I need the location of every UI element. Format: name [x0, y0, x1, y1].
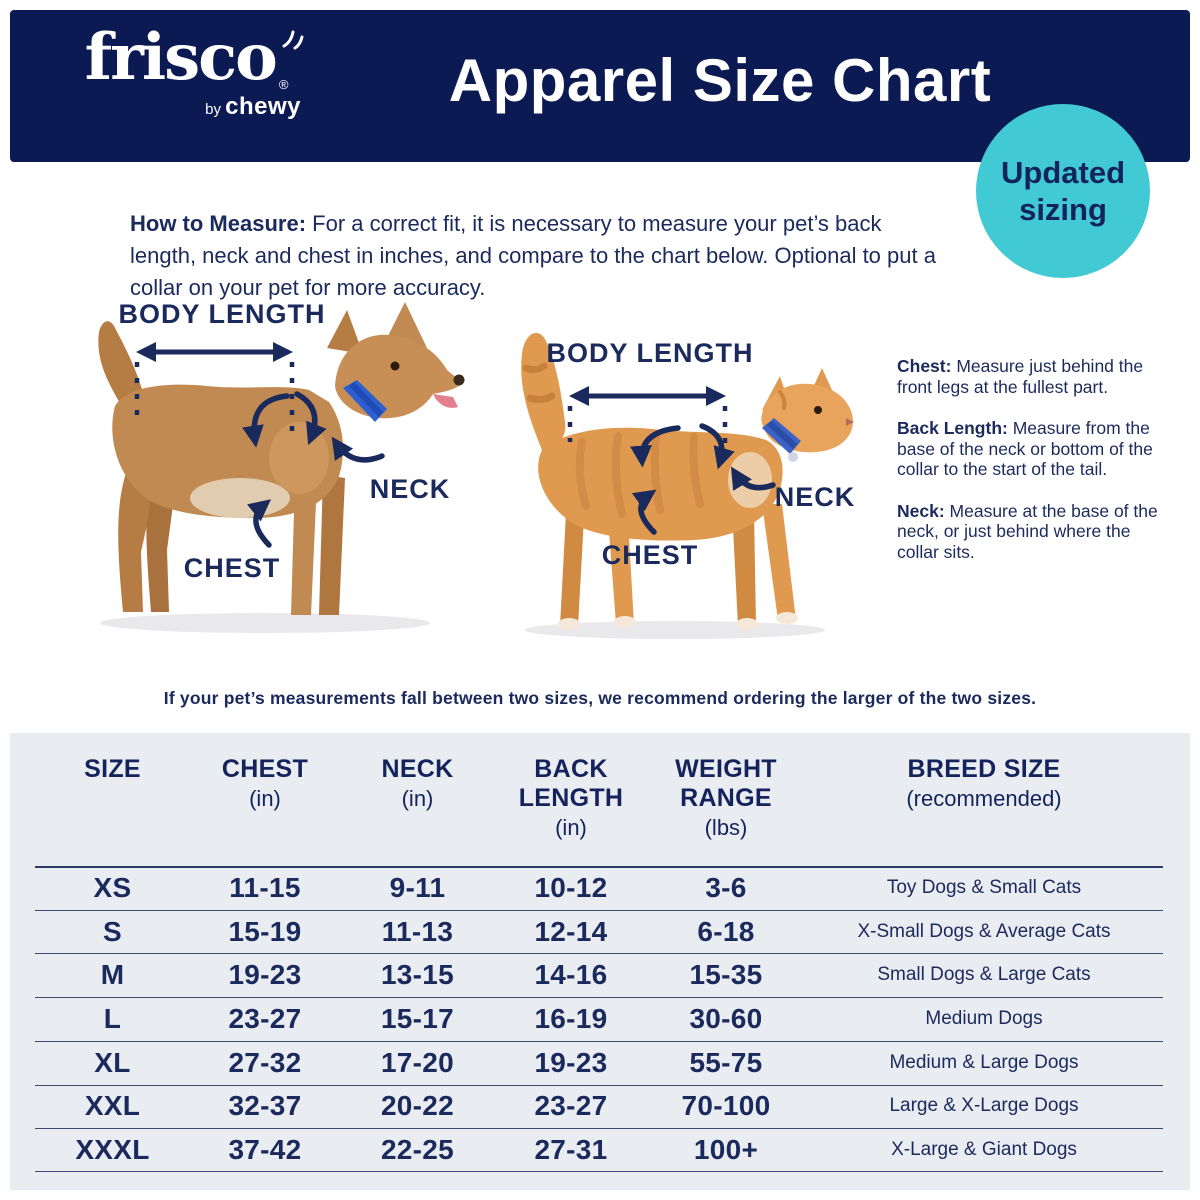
- badge-line1: Updated: [1001, 154, 1125, 190]
- back-length-term: Back Length:: [897, 418, 1008, 438]
- cat-chest-label: CHEST: [602, 540, 699, 570]
- updated-sizing-badge: Updated sizing: [976, 104, 1150, 278]
- dog-body-length-label: BODY LENGTH: [118, 299, 325, 329]
- page-title: Apparel Size Chart: [448, 47, 992, 114]
- chest-term: Chest:: [897, 356, 952, 376]
- frisco-logo-text: frisco: [84, 20, 278, 95]
- dog-measurement-diagram: BODY LENGTH NECK CHEST: [98, 299, 465, 633]
- size-table: SIZE CHEST (in) NECK (in) BACK LENGTH (i…: [10, 733, 1190, 1190]
- how-to-measure-paragraph: How to Measure: For a correct fit, it is…: [130, 208, 950, 304]
- registered-mark: ®: [278, 77, 289, 92]
- badge-line2: sizing: [1019, 192, 1107, 227]
- table-row: XXXL 37-42 22-25 27-31 100+ X-Large & Gi…: [10, 1128, 1190, 1172]
- between-sizes-note: If your pet’s measurements fall between …: [163, 688, 1037, 708]
- neck-definition: Neck: Measure at the base of the neck, o…: [897, 501, 1169, 563]
- cat-measurement-diagram: BODY LENGTH NECK CHEST: [521, 332, 856, 639]
- column-header-breed-size: BREED SIZE (recommended): [906, 755, 1062, 811]
- dog-chest-label: CHEST: [184, 553, 281, 583]
- neck-text: Measure at the base of the neck, or just…: [897, 500, 1158, 562]
- dog-photo: [98, 302, 465, 633]
- header-banner: frisco ® by chewy Apparel Size Chart: [10, 10, 1190, 162]
- cat-body-length-label: BODY LENGTH: [546, 338, 753, 368]
- chewy-text: chewy: [225, 93, 301, 120]
- chest-text: Measure just behind the front legs at th…: [897, 356, 1144, 397]
- column-header-back-length: BACK LENGTH (in): [518, 755, 624, 840]
- table-row: M 19-23 13-15 14-16 15-35 Small Dogs & L…: [10, 953, 1190, 997]
- frisco-logo: frisco ® by chewy: [65, 26, 305, 121]
- by-chewy: by chewy: [65, 93, 305, 121]
- back-length-definition: Back Length: Measure from the base of th…: [897, 418, 1169, 480]
- measurement-definitions: Chest: Measure just behind the front leg…: [897, 356, 1169, 583]
- table-row: L 23-27 15-17 16-19 30-60 Medium Dogs: [10, 997, 1190, 1041]
- column-header-chest: CHEST (in): [221, 755, 309, 811]
- table-row: S 15-19 11-13 12-14 6-18 X-Small Dogs & …: [10, 909, 1190, 954]
- chest-definition: Chest: Measure just behind the front leg…: [897, 356, 1169, 397]
- back-length-text: Measure from the base of the neck or bot…: [897, 418, 1153, 479]
- table-row: XS 11-15 9-11 10-12 3-6 Toy Dogs & Small…: [10, 866, 1190, 910]
- column-header-neck: NECK (in): [381, 755, 454, 811]
- neck-term: Neck:: [897, 500, 945, 521]
- dog-neck-label: NECK: [370, 474, 451, 504]
- column-header-weight-range: WEIGHT RANGE (lbs): [675, 755, 777, 840]
- how-to-measure-body: For a correct fit, it is necessary to me…: [130, 211, 936, 300]
- table-row: XXL 32-37 20-22 23-27 70-100 Large & X-L…: [10, 1084, 1190, 1129]
- by-text: by: [205, 101, 226, 118]
- column-header-size: SIZE: [84, 755, 141, 783]
- table-body: XS 11-15 9-11 10-12 3-6 Toy Dogs & Small…: [10, 866, 1190, 1172]
- cat-neck-label: NECK: [775, 482, 856, 512]
- frisco-wordmark: frisco ®: [85, 26, 304, 92]
- dog-annotations: BODY LENGTH NECK CHEST: [118, 299, 451, 583]
- how-to-measure-lead: How to Measure:: [130, 211, 307, 236]
- table-header-row: SIZE CHEST (in) NECK (in) BACK LENGTH (i…: [10, 733, 1190, 842]
- table-row: XL 27-32 17-20 19-23 55-75 Medium & Larg…: [10, 1040, 1190, 1085]
- cat-annotations: BODY LENGTH NECK CHEST: [546, 338, 856, 570]
- logo-swoosh-icon: [282, 30, 304, 50]
